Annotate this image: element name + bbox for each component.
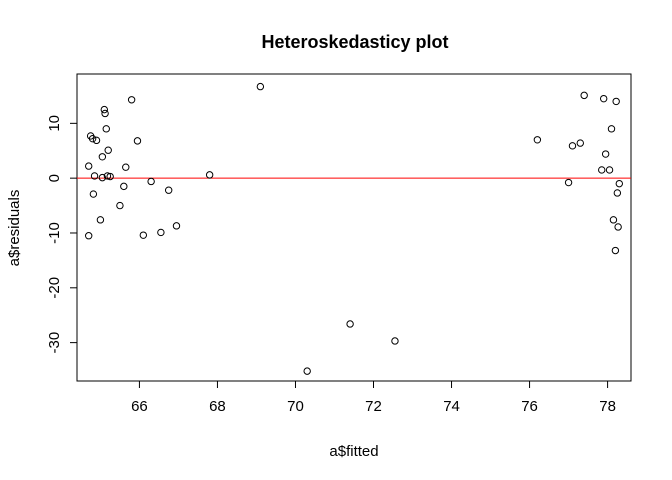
y-tick-label: -30 [46,332,63,354]
data-point [614,223,622,231]
data-point [205,171,214,179]
x-tick-label: 76 [521,398,538,415]
data-point [164,186,173,194]
data-point [157,228,165,237]
data-point [598,166,606,174]
data-point [104,146,112,154]
y-tick-label: -10 [46,222,63,244]
x-tick-label: 72 [365,398,382,415]
data-point [612,97,620,106]
data-point [101,109,109,118]
data-point [609,216,618,224]
data-point [120,182,128,191]
x-tick-label: 70 [287,398,304,415]
data-point [106,172,114,181]
data-point [568,142,577,150]
data-point [116,201,124,210]
plot-frame [76,73,632,382]
y-tick-label: 0 [46,174,63,182]
data-point [102,125,110,133]
data-point [533,136,542,144]
data-point [564,178,573,187]
data-point [576,139,584,147]
data-point [133,137,142,145]
data-point [611,246,620,255]
data-point [391,337,399,345]
data-points [85,82,623,375]
data-point [92,136,101,145]
data-point [346,320,354,328]
data-point [127,96,136,104]
x-axis: 66 68 70 72 74 76 78 [131,381,616,415]
data-point [89,190,98,198]
chart-title: Heteroskedasticy plot [261,32,448,52]
data-point [85,232,93,240]
y-axis-label: a$residuals [6,190,23,267]
data-point [100,105,109,114]
data-point [88,134,97,143]
data-point [580,91,588,100]
data-point [139,231,148,239]
data-point [98,173,107,182]
data-point [256,82,265,91]
y-tick-label: 10 [46,115,63,132]
x-tick-label: 74 [443,398,460,415]
data-point [122,163,130,171]
x-axis-label: a$fitted [329,443,378,460]
x-tick-label: 66 [131,398,148,415]
data-point [96,216,105,224]
data-point [90,172,99,180]
data-point [601,150,610,158]
data-point [303,367,311,375]
data-point [172,222,181,230]
data-point [85,162,93,170]
data-point [599,94,608,103]
y-axis: -30 -20 -10 0 10 [46,115,77,353]
data-point [103,172,112,180]
data-point [615,179,623,188]
x-tick-label: 68 [209,398,226,415]
y-tick-label: -20 [46,277,63,299]
data-point [613,189,622,197]
x-tick-label: 78 [599,398,616,415]
data-point [147,177,155,186]
data-point [607,125,616,133]
data-point [605,166,614,174]
data-point [98,153,107,161]
